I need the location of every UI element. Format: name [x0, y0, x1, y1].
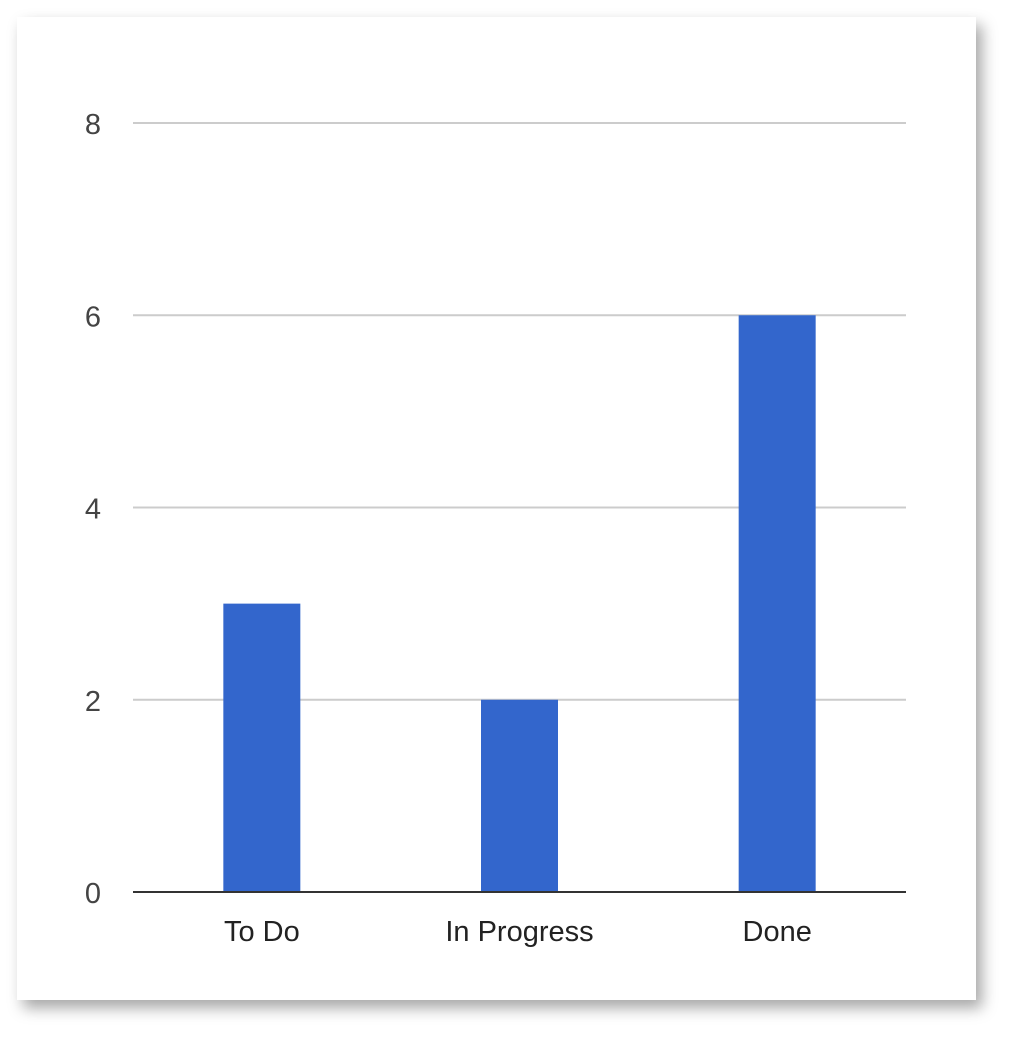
x-category-label: Done — [743, 916, 812, 948]
y-tick-label: 2 — [85, 686, 101, 718]
bar-done — [738, 315, 816, 892]
x-category-label: In Progress — [445, 916, 593, 948]
y-tick-label: 0 — [85, 878, 101, 910]
bar-in-progress — [481, 699, 558, 892]
y-tick-label: 6 — [85, 301, 101, 333]
bar-to-do — [223, 603, 301, 892]
x-category-label: To Do — [224, 916, 300, 948]
y-tick-label: 4 — [85, 494, 101, 526]
y-tick-label: 8 — [85, 109, 101, 141]
